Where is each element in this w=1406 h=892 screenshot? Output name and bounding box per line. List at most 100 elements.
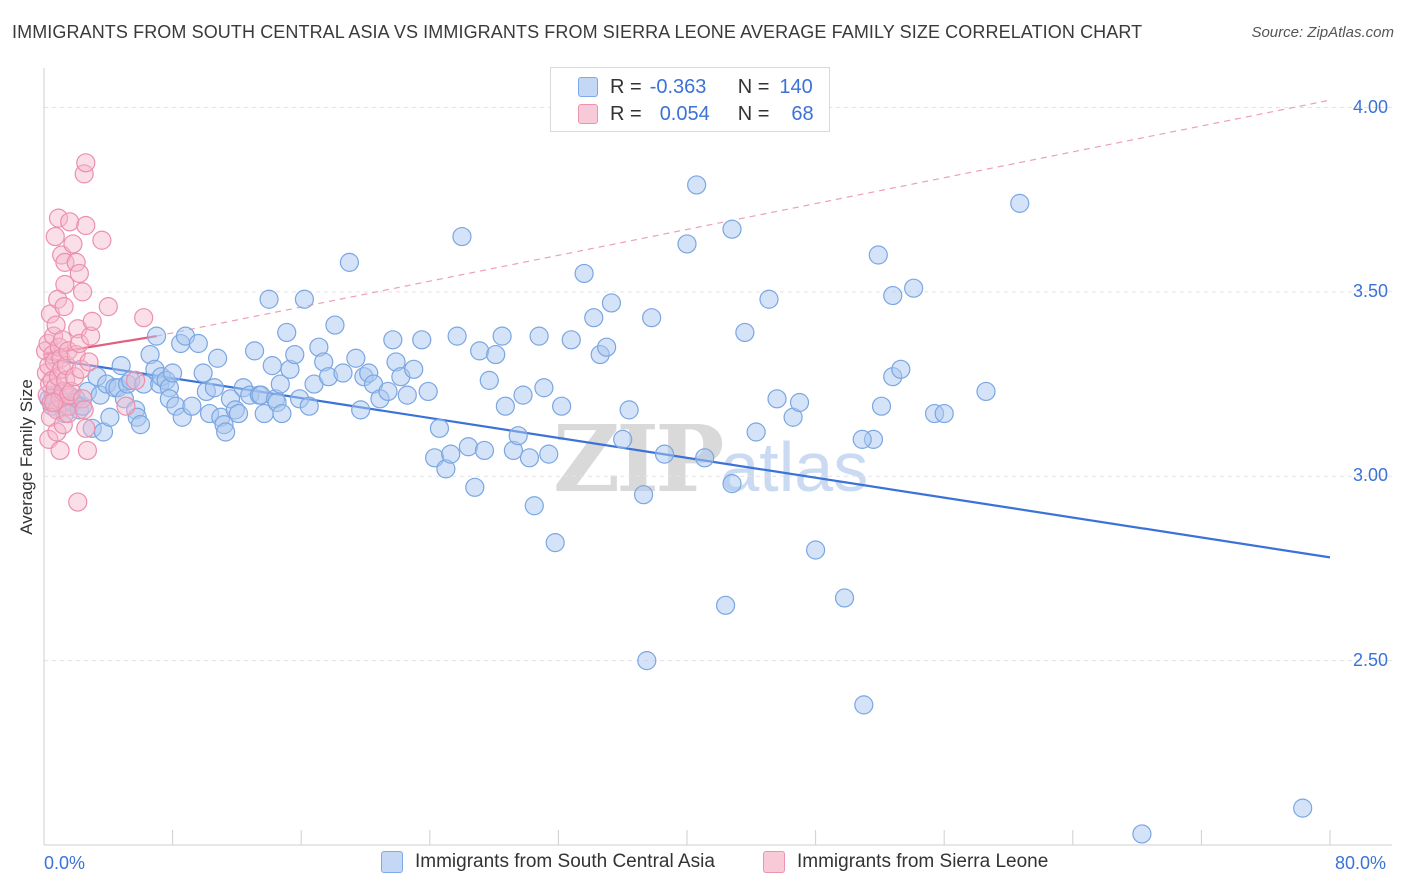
point-sierra-leone [98,297,118,317]
series-legend: Immigrants from South Central Asia Immig… [0,851,1406,877]
point-sierra-leone [116,396,136,416]
stats-legend-row-blue: R = -0.363 N = 140 [551,74,813,100]
point-sierra-leone [50,440,70,461]
point-sierra-leone [47,422,67,442]
point-sierra-leone [69,263,89,284]
x-tick-label-min: 0.0% [44,853,86,873]
point-south-central-asia [259,289,279,309]
point-south-central-asia [601,293,622,313]
point-south-central-asia [619,400,639,420]
point-south-central-asia [508,426,528,446]
point-south-central-asia [642,308,662,328]
point-south-central-asia [333,363,353,383]
point-sierra-leone [44,352,65,372]
point-sierra-leone [79,352,99,372]
point-south-central-asia [270,374,290,394]
point-south-central-asia [452,226,472,247]
point-sierra-leone [77,440,98,461]
point-sierra-leone [63,234,83,254]
point-south-central-asia [613,429,633,449]
point-south-central-asia [244,341,265,361]
point-sierra-leone [92,230,112,250]
r-value: 0.054 [659,102,710,125]
point-south-central-asia [492,326,512,346]
point-south-central-asia [479,370,499,390]
point-sierra-leone [53,415,73,435]
r-label: R = [610,102,642,125]
point-south-central-asia [722,219,742,239]
point-south-central-asia [934,403,954,424]
point-sierra-leone [81,326,101,346]
point-sierra-leone [66,252,86,272]
point-south-central-asia [883,285,903,306]
point-south-central-asia [404,359,424,379]
point-sierra-leone [64,367,85,387]
point-south-central-asia [524,496,544,516]
x-tick-label-max: 80.0% [1335,853,1387,873]
point-sierra-leone [56,356,77,376]
point-south-central-asia [486,344,506,365]
point-sierra-leone [48,208,69,228]
point-sierra-leone [71,359,91,379]
point-south-central-asia [299,396,319,416]
point-south-central-asia [188,333,208,354]
pink-swatch [763,851,785,873]
trend-extension-sierra-leone [156,99,1331,337]
point-south-central-asia [759,289,779,309]
pink-swatch [578,104,598,124]
point-south-central-asia [561,330,581,350]
point-south-central-asia [687,175,707,195]
source-credit: Source: ZipAtlas.com [1251,24,1394,41]
n-label: N = [737,75,770,98]
point-south-central-asia [637,651,657,671]
point-south-central-asia [458,437,478,457]
blue-swatch [381,851,403,873]
point-south-central-asia [746,422,766,442]
point-sierra-leone [72,282,93,302]
point-south-central-asia [534,378,554,398]
point-sierra-leone [44,392,64,413]
point-sierra-leone [60,212,80,232]
r-value: -0.363 [649,75,707,98]
stats-legend: R = -0.363 N = 140 R = 0.054 N = 68 [550,67,830,132]
point-sierra-leone [76,418,96,438]
point-south-central-asia [695,448,715,468]
point-sierra-leone [55,252,75,272]
point-south-central-asia [767,389,787,409]
trend-lines [43,99,1331,559]
point-south-central-asia [677,234,697,254]
chart-title: IMMIGRANTS FROM SOUTH CENTRAL ASIA VS IM… [12,22,1143,42]
data-points [36,153,1313,844]
point-south-central-asia [346,348,366,368]
point-south-central-asia [130,415,151,435]
point-south-central-asia [418,381,438,402]
point-south-central-asia [294,289,315,309]
point-sierra-leone [61,381,81,402]
point-south-central-asia [868,245,888,265]
point-south-central-asia [325,315,345,335]
point-south-central-asia [852,429,872,449]
point-south-central-asia [339,252,360,272]
y-tick-label: 4.00 [1353,96,1389,117]
stats-legend-row-pink: R = 0.054 N = 68 [551,101,814,127]
point-south-central-asia [163,363,183,383]
point-south-central-asia [529,326,549,346]
point-sierra-leone [54,297,74,317]
n-value: 68 [791,102,814,125]
point-south-central-asia [633,485,654,505]
point-south-central-asia [412,330,432,350]
point-south-central-asia [1010,193,1030,213]
point-south-central-asia [474,440,495,461]
point-south-central-asia [976,381,996,402]
point-sierra-leone [76,153,96,173]
point-south-central-asia [465,477,485,497]
point-south-central-asia [441,444,461,464]
trend-line-sierra-leone [43,335,157,356]
point-south-central-asia [735,322,755,343]
point-south-central-asia [447,326,467,346]
point-south-central-asia [891,359,911,379]
point-south-central-asia [100,407,120,427]
point-south-central-asia [397,385,417,405]
point-south-central-asia [574,263,594,284]
point-south-central-asia [146,326,167,346]
